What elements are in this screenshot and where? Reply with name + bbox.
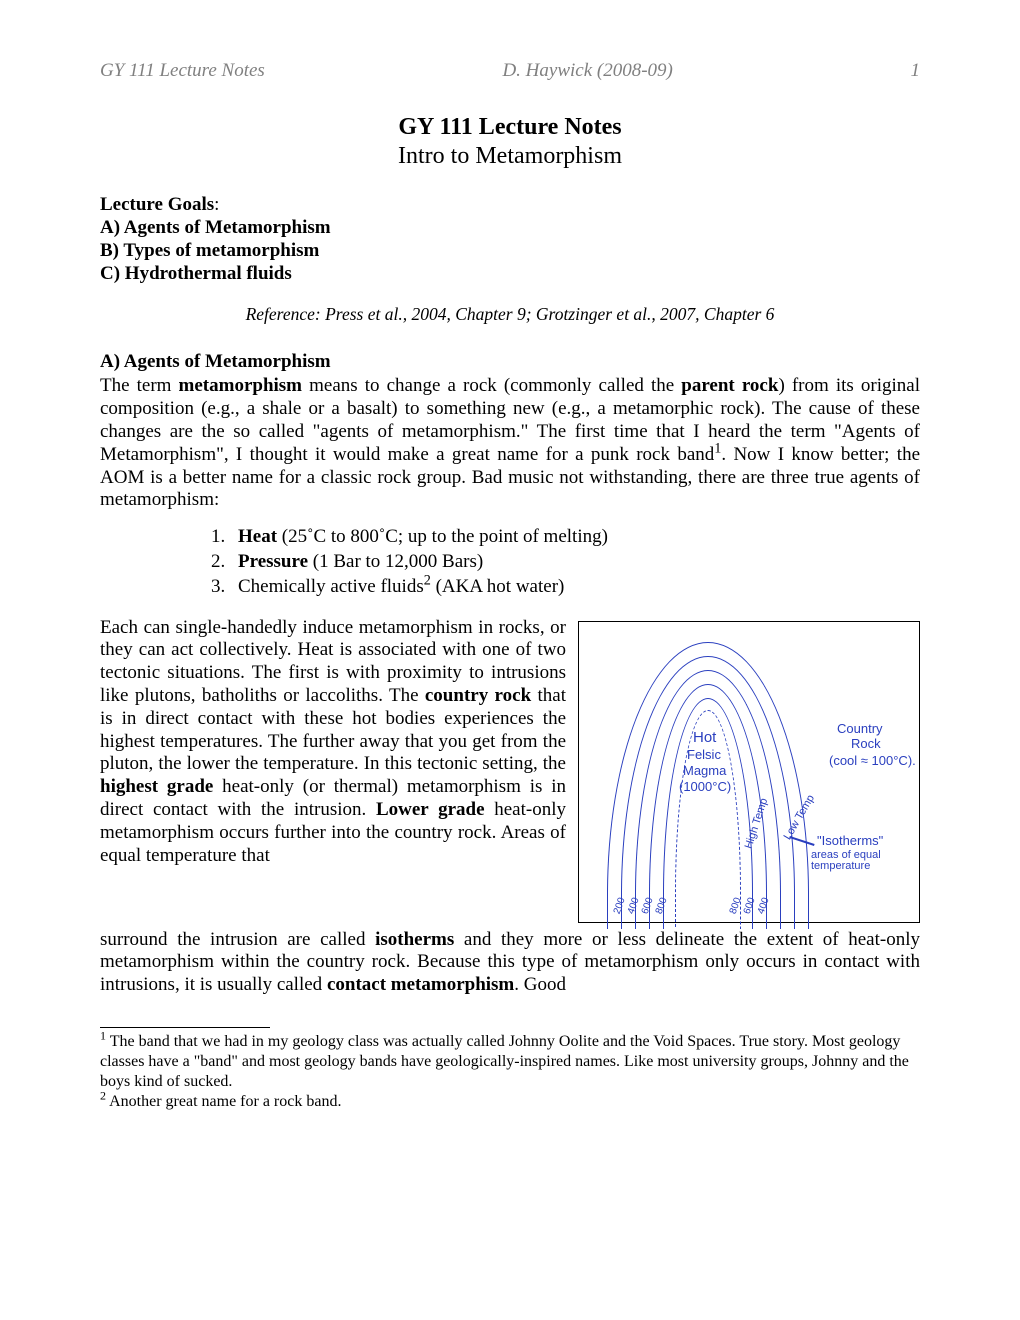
p2-b1: country rock xyxy=(425,685,531,706)
agent-2-b: Pressure xyxy=(238,551,308,572)
goal-b: B) Types of metamorphism xyxy=(100,240,920,263)
agent-3-t1: Chemically active fluids xyxy=(238,576,424,597)
lecture-goals: Lecture Goals: A) Agents of Metamorphism… xyxy=(100,194,920,285)
p3-t3: . Good xyxy=(514,974,566,995)
page-subtitle: Intro to Metamorphism xyxy=(100,142,920,171)
p3-b1: isotherms xyxy=(375,929,454,950)
page-title: GY 111 Lecture Notes xyxy=(100,113,920,142)
fig-temp-center: (1000°C) xyxy=(679,780,731,794)
p1-t2: means to change a rock (commonly called … xyxy=(302,375,681,396)
section-a-heading: A) Agents of Metamorphism xyxy=(100,351,920,374)
goals-label: Lecture Goals xyxy=(100,194,214,215)
goals-label-line: Lecture Goals: xyxy=(100,194,920,217)
goal-a: A) Agents of Metamorphism xyxy=(100,217,920,240)
footnote-2: 2 Another great name for a rock band. xyxy=(100,1092,920,1112)
agent-2: Pressure (1 Bar to 12,000 Bars) xyxy=(230,551,920,574)
p3-b2: contact metamorphism xyxy=(327,974,514,995)
agent-1-b: Heat xyxy=(238,526,277,547)
goal-c: C) Hydrothermal fluids xyxy=(100,263,920,286)
reference-line: Reference: Press et al., 2004, Chapter 9… xyxy=(100,304,920,325)
fig-cool: (cool ≈ 100°C). xyxy=(829,754,916,768)
paragraph-2-wrap: Hot Felsic Magma (1000°C) Country Rock (… xyxy=(100,617,920,929)
paragraph-3: surround the intrusion are called isothe… xyxy=(100,929,920,997)
p1-b2: parent rock xyxy=(681,375,778,396)
p2-b2: highest grade xyxy=(100,776,213,797)
fn1-text: The band that we had in my geology class… xyxy=(100,1033,909,1090)
agent-3-sup: 2 xyxy=(424,572,431,588)
agent-1-t: (25˚C to 800˚C; up to the point of melti… xyxy=(277,526,608,547)
fig-rock: Rock xyxy=(851,737,881,751)
p2-b3: Lower grade xyxy=(376,799,485,820)
isotherm-figure: Hot Felsic Magma (1000°C) Country Rock (… xyxy=(578,621,920,923)
fig-hot: Hot xyxy=(693,730,716,746)
header-right: 1 xyxy=(911,60,921,83)
fig-felsic: Felsic xyxy=(687,748,721,762)
p1-b1: metamorphism xyxy=(179,375,302,396)
header-center: D. Haywick (2008-09) xyxy=(502,60,672,83)
agent-2-t: (1 Bar to 12,000 Bars) xyxy=(308,551,483,572)
footnote-rule xyxy=(100,1027,270,1028)
p1-t1: The term xyxy=(100,375,179,396)
footnote-1: 1 The band that we had in my geology cla… xyxy=(100,1032,920,1092)
agent-3: Chemically active fluids2 (AKA hot water… xyxy=(230,576,920,599)
agent-1: Heat (25˚C to 800˚C; up to the point of … xyxy=(230,526,920,549)
p3-t1: surround the intrusion are called xyxy=(100,929,375,950)
title-block: GY 111 Lecture Notes Intro to Metamorphi… xyxy=(100,113,920,171)
paragraph-1: The term metamorphism means to change a … xyxy=(100,375,920,512)
fig-country: Country xyxy=(837,722,883,736)
fig-isotherms: "Isotherms" xyxy=(817,834,883,848)
page-header: GY 111 Lecture Notes D. Haywick (2008-09… xyxy=(100,60,920,83)
fn2-text: Another great name for a rock band. xyxy=(106,1093,341,1110)
agent-3-t2: (AKA hot water) xyxy=(431,576,565,597)
fig-magma: Magma xyxy=(683,764,726,778)
header-left: GY 111 Lecture Notes xyxy=(100,60,265,83)
fig-iso-sub: areas of equal temperature xyxy=(811,850,919,873)
agents-list: Heat (25˚C to 800˚C; up to the point of … xyxy=(100,526,920,598)
